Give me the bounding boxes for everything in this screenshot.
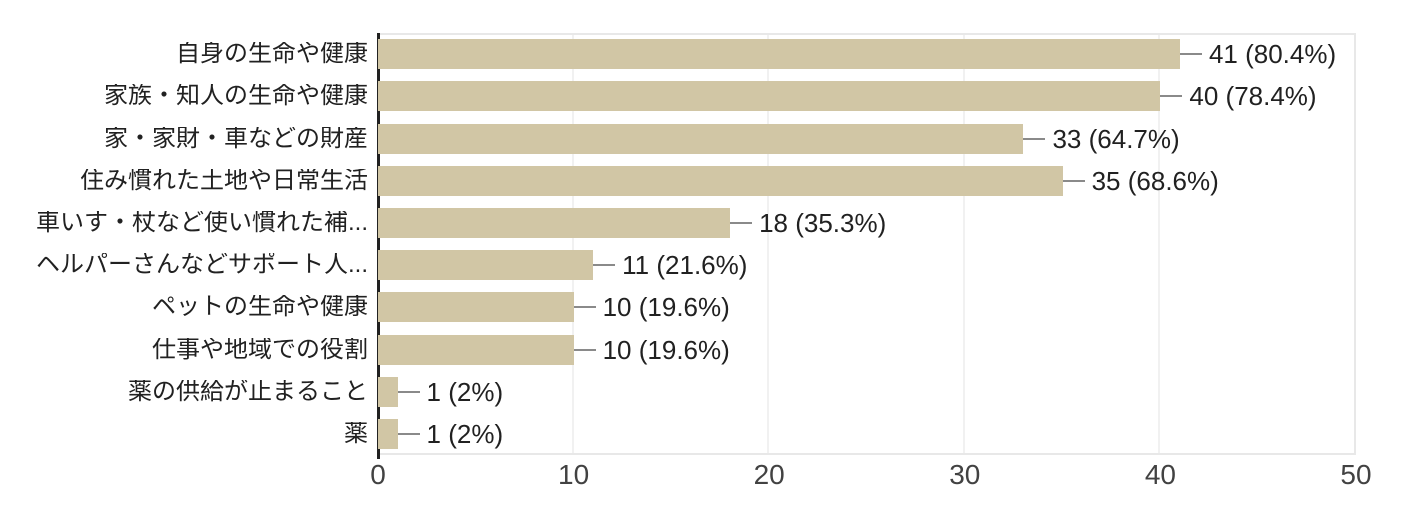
bar-row: ヘルパーさんなどサポート人... 11 (21.6%): [0, 244, 1405, 286]
connector-line: [1062, 179, 1085, 182]
bar: [378, 376, 398, 407]
connector-line: [593, 264, 616, 267]
category-label: 薬: [344, 421, 368, 446]
bar-row: 車いす・杖など使い慣れた補... 18 (35.3%): [0, 202, 1405, 244]
bar-track: 33 (64.7%): [378, 117, 1356, 159]
bar-track: 35 (68.6%): [378, 160, 1356, 202]
category-label: 家・家財・車などの財産: [104, 126, 368, 151]
bar-track: 11 (21.6%): [378, 244, 1356, 286]
x-tick-label: 0: [370, 459, 386, 490]
x-tick-label: 20: [753, 459, 785, 490]
category-label: 自身の生命や健康: [176, 42, 368, 67]
value-label: 41 (80.4%): [1208, 39, 1337, 70]
value-label: 18 (35.3%): [759, 207, 887, 238]
value-label: 40 (78.4%): [1189, 81, 1317, 112]
bar: [378, 165, 1063, 196]
bar-track: 10 (19.6%): [378, 328, 1356, 370]
bar-row: 薬の供給が止まること 1 (2%): [0, 371, 1405, 413]
bar-row: 仕事や地域での役割 10 (19.6%): [0, 328, 1405, 370]
value-label: 1 (2%): [426, 376, 504, 407]
bar-rows: 自身の生命や健康 41 (80.4%) 家族・知人の生命や健康 40 (78.4…: [0, 33, 1405, 455]
category-label: ヘルパーさんなどサポート人...: [35, 253, 368, 278]
bar-track: 18 (35.3%): [378, 202, 1356, 244]
gridline: [962, 35, 965, 453]
connector-line: [573, 306, 596, 309]
category-label: 仕事や地域での役割: [152, 337, 368, 362]
x-axis-ticks: 0 10 20 30 40 50: [370, 459, 1371, 497]
bar: [378, 334, 574, 365]
bar: [378, 123, 1024, 154]
value-label: 10 (19.6%): [602, 334, 730, 365]
bar-track: 41 (80.4%): [378, 33, 1356, 75]
bar: [378, 292, 574, 323]
y-axis-line: [377, 33, 380, 459]
x-tick-label: 30: [949, 459, 981, 490]
connector-line: [1023, 137, 1046, 140]
connector-line: [397, 390, 420, 393]
bar-row: 家・家財・車などの財産 33 (64.7%): [0, 117, 1405, 159]
bar-row: 自身の生命や健康 41 (80.4%): [0, 33, 1405, 75]
category-label: ペットの生命や健康: [152, 295, 368, 320]
category-label: 住み慣れた土地や日常生活: [80, 168, 368, 193]
value-label: 11 (21.6%): [622, 250, 748, 281]
bar: [378, 39, 1180, 70]
bar: [378, 81, 1161, 112]
bar: [378, 207, 731, 238]
value-label: 10 (19.6%): [602, 292, 730, 323]
connector-line: [730, 221, 753, 224]
bar-track: 1 (2%): [378, 371, 1356, 413]
plot-area: [378, 33, 1356, 455]
bar-row: 家族・知人の生命や健康 40 (78.4%): [0, 75, 1405, 117]
x-tick-label: 40: [1144, 459, 1176, 490]
value-label: 35 (68.6%): [1091, 165, 1219, 196]
bar-track: 1 (2%): [378, 413, 1356, 455]
value-label: 1 (2%): [426, 418, 504, 449]
bar-track: 10 (19.6%): [378, 286, 1356, 328]
bar-track: 40 (78.4%): [378, 75, 1356, 117]
bar: [378, 250, 594, 281]
category-label: 車いす・杖など使い慣れた補...: [35, 210, 368, 235]
bar: [378, 418, 398, 449]
connector-line: [573, 348, 596, 351]
bar-row: 住み慣れた土地や日常生活 35 (68.6%): [0, 160, 1405, 202]
connector-line: [397, 432, 420, 435]
category-label: 家族・知人の生命や健康: [104, 84, 368, 109]
value-label: 33 (64.7%): [1052, 123, 1180, 154]
x-tick-label: 50: [1340, 459, 1372, 490]
connector-line: [1179, 53, 1202, 56]
bar-row: 薬 1 (2%): [0, 413, 1405, 455]
x-tick-label: 10: [558, 459, 590, 490]
bar-row: ペットの生命や健康 10 (19.6%): [0, 286, 1405, 328]
gridline: [767, 35, 770, 453]
category-label: 薬の供給が止まること: [128, 379, 368, 404]
gridline: [1157, 35, 1160, 453]
gridline: [572, 35, 575, 453]
connector-line: [1160, 95, 1183, 98]
